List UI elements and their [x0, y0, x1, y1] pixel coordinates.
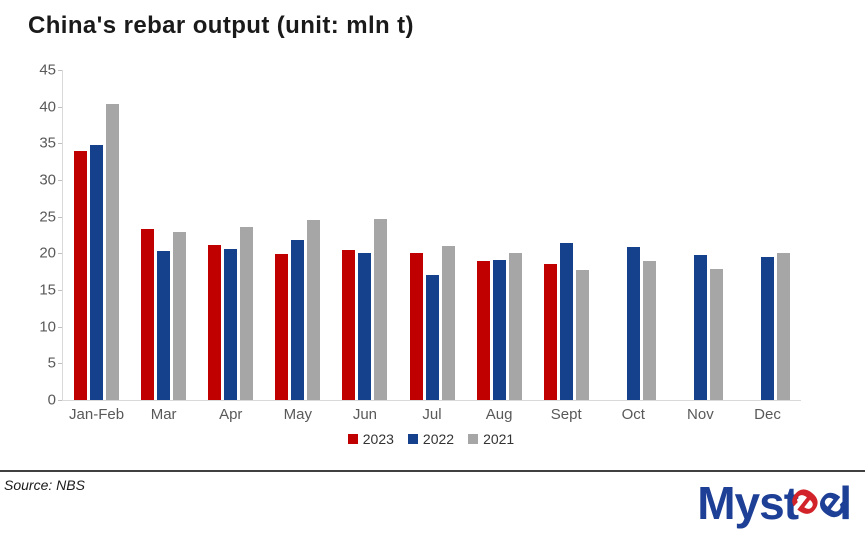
bar-group-Oct: Oct — [600, 70, 667, 423]
y-tick-label-5: 5 — [47, 354, 56, 372]
legend-swatch-2021 — [468, 434, 479, 444]
bar-2021-Aug — [508, 253, 522, 400]
y-tick-label-40: 40 — [39, 98, 56, 116]
bar-2021-Jan-Feb — [106, 103, 120, 400]
bar-2022-Sept — [559, 243, 573, 400]
x-tick-label-Jun: Jun — [352, 406, 378, 423]
y-tick-mark-20 — [58, 253, 63, 255]
bar-group-May: May — [264, 70, 331, 423]
bar-2023-Mar — [141, 229, 155, 400]
y-tick-label-0: 0 — [47, 391, 56, 409]
y-tick-label-25: 25 — [39, 208, 56, 226]
y-tick-label-30: 30 — [39, 171, 56, 189]
bar-group-Apr: Apr — [197, 70, 264, 423]
bar-2021-Oct — [642, 260, 656, 400]
bar-2022-Mar — [157, 251, 171, 400]
logo-text-suffix: l — [839, 477, 852, 529]
x-tick-label-Oct: Oct — [621, 406, 645, 423]
y-tick-label-35: 35 — [39, 134, 56, 152]
x-tick-label-May: May — [283, 406, 312, 423]
legend-label-2023: 2023 — [362, 431, 394, 447]
bar-2023-Aug — [476, 261, 490, 400]
y-tick-label-15: 15 — [39, 281, 56, 299]
y-tick-mark-40 — [58, 106, 63, 108]
legend-item-2021: 2021 — [468, 431, 514, 447]
bar-2022-Oct — [626, 246, 640, 400]
bar-group-Jun: Jun — [331, 70, 398, 423]
bar-group-Aug: Aug — [466, 70, 533, 423]
y-tick-mark-5 — [58, 363, 63, 365]
y-tick-label-20: 20 — [39, 244, 56, 262]
legend-item-2023: 2023 — [347, 431, 394, 447]
legend-swatch-2023 — [347, 434, 358, 444]
bar-2021-Jun — [374, 218, 388, 400]
x-tick-label-Mar: Mar — [150, 406, 177, 423]
bar-2022-Jun — [358, 253, 372, 400]
bar-2022-May — [291, 240, 305, 400]
bar-2021-Nov — [709, 269, 723, 400]
bar-2022-Jan-Feb — [90, 144, 104, 400]
bar-2022-Apr — [224, 248, 238, 400]
x-tick-label-Jul: Jul — [422, 406, 442, 423]
y-tick-mark-0 — [58, 400, 63, 401]
source-text: Source: NBS — [4, 477, 85, 493]
bar-2023-Jan-Feb — [74, 151, 88, 400]
logo-text-prefix: Myst — [697, 477, 799, 529]
bar-2021-Dec — [776, 252, 790, 400]
x-tick-label-Aug: Aug — [485, 406, 513, 423]
y-tick-label-45: 45 — [39, 61, 56, 79]
bar-2022-Jul — [425, 274, 439, 400]
x-tick-label-Sept: Sept — [550, 406, 582, 423]
bar-2021-May — [307, 219, 321, 400]
plot-area: Jan-Feb Mar Apr May Jun Jul Aug Sept Oct Nov Dec — [62, 70, 801, 423]
bar-group-Jul: Jul — [398, 70, 465, 423]
legend-label-2021: 2021 — [483, 431, 515, 447]
bar-2021-Apr — [240, 226, 254, 400]
bar-2021-Jul — [441, 246, 455, 400]
y-tick-label-10: 10 — [39, 318, 56, 336]
bar-2023-Jul — [409, 252, 423, 400]
bar-2021-Sept — [575, 270, 589, 400]
y-tick-mark-15 — [58, 290, 63, 291]
y-tick-mark-45 — [58, 70, 63, 71]
x-tick-label-Jan-Feb: Jan-Feb — [69, 406, 125, 423]
y-tick-mark-30 — [58, 180, 63, 181]
legend-item-2022: 2022 — [407, 431, 455, 447]
bar-2022-Dec — [760, 257, 774, 400]
x-tick-label-Nov: Nov — [687, 406, 714, 423]
bar-2023-May — [275, 254, 289, 400]
footer: Source: NBS Mysteel — [0, 470, 865, 547]
bar-2021-Mar — [173, 232, 187, 400]
chart-title: China's rebar output (unit: mln t) — [28, 12, 414, 39]
bar-group-Sept: Sept — [533, 70, 600, 423]
legend-label-2022: 2022 — [422, 431, 455, 447]
bar-group-Dec: Dec — [734, 70, 801, 423]
bar-group-Jan-Feb: Jan-Feb — [63, 70, 130, 423]
y-axis: 0 5 10 15 20 25 30 35 40 45 — [30, 63, 56, 408]
bar-2023-Sept — [543, 263, 557, 400]
y-tick-mark-25 — [58, 216, 63, 218]
x-tick-label-Apr: Apr — [219, 406, 243, 423]
bar-group-Nov: Nov — [667, 70, 734, 423]
y-tick-mark-35 — [58, 143, 63, 145]
y-tick-mark-10 — [58, 326, 63, 328]
mysteel-logo: Mysteel — [697, 477, 857, 529]
bar-2022-Nov — [693, 254, 707, 400]
y-axis-ticks — [58, 70, 63, 401]
chart-legend: 2023 2022 2021 — [62, 431, 800, 447]
bar-2022-Aug — [492, 259, 506, 400]
bar-2023-Apr — [208, 245, 222, 400]
legend-swatch-2022 — [407, 434, 418, 444]
bar-group-Mar: Mar — [130, 70, 197, 423]
bar-2023-Jun — [342, 249, 356, 400]
x-tick-label-Dec: Dec — [754, 406, 781, 423]
